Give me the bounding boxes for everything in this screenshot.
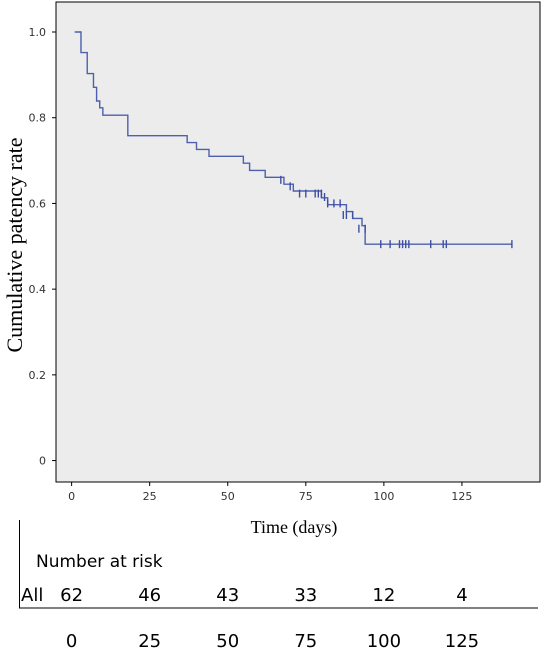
- risk-table-title: Number at risk: [36, 552, 163, 572]
- y-tick-label: 0.4: [29, 283, 47, 296]
- plot-area: [55, 1, 541, 483]
- y-tick-label: 0.6: [29, 197, 47, 210]
- risk-time-label: 50: [216, 631, 239, 652]
- x-tick-label: 50: [221, 490, 235, 503]
- risk-count: 33: [294, 585, 317, 606]
- y-tick-label: 0.2: [29, 369, 47, 382]
- risk-count: 46: [138, 585, 161, 606]
- risk-count: 43: [216, 585, 239, 606]
- x-tick-label: 125: [451, 490, 472, 503]
- risk-time-label: 25: [138, 631, 161, 652]
- risk-count: 12: [372, 585, 395, 606]
- x-tick-label: 100: [373, 490, 394, 503]
- series-layer: [74, 31, 513, 249]
- x-axis: 0 25 50 75 100 125: [68, 482, 472, 503]
- y-tick-label: 0: [39, 455, 46, 468]
- risk-time-label: 0: [66, 631, 77, 652]
- risk-time-label: 75: [294, 631, 317, 652]
- y-tick-label: 0.8: [29, 112, 47, 125]
- survival-curve: [74, 31, 512, 245]
- x-tick-label: 75: [299, 490, 313, 503]
- risk-row-label: All: [21, 585, 43, 606]
- risk-time-label: 125: [445, 631, 479, 652]
- y-tick-label: 1.0: [29, 26, 47, 39]
- risk-time-label: 100: [367, 631, 401, 652]
- x-axis-label: Time (days): [251, 517, 338, 538]
- risk-count: 4: [456, 585, 467, 606]
- x-tick-label: 25: [143, 490, 157, 503]
- risk-time-labels: 0 25 50 75 100 125: [66, 631, 479, 652]
- y-axis: 0 0.2 0.4 0.6 0.8 1.0: [29, 26, 56, 468]
- y-axis-label: Cumulative patency rate: [2, 137, 27, 352]
- x-tick-label: 0: [68, 490, 75, 503]
- risk-counts: 62 46 43 33 12 4: [60, 585, 468, 606]
- risk-count: 62: [60, 585, 83, 606]
